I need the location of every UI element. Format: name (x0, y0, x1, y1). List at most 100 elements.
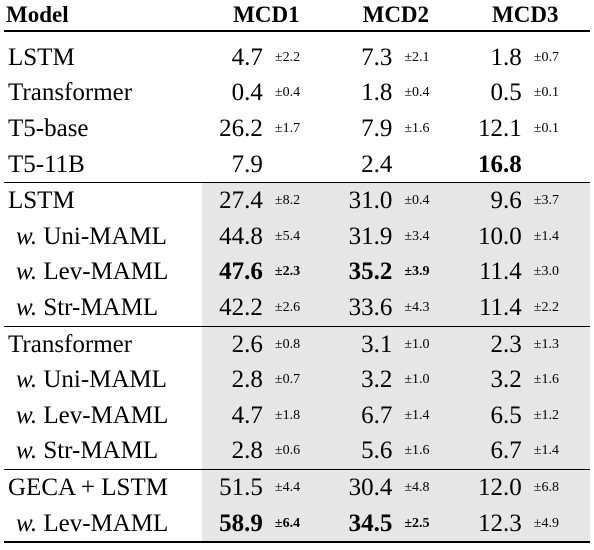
table-row: w. Str-MAML 42.2 ±2.6 33.6 ±4.3 11.4 ±2.2 (4, 290, 590, 327)
mcd3-value: 12.1 (478, 114, 522, 142)
mcd1-value: 7.9 (231, 150, 263, 178)
mcd3-std: ±1.4 (529, 218, 590, 255)
model-name: LSTM (8, 187, 75, 215)
model-cell: GECA + LSTM (4, 469, 202, 506)
table-row: w. Uni-MAML 2.8 ±0.7 3.2 ±1.0 3.2 ±1.6 (4, 362, 590, 398)
mcd3-value: 3.2 (460, 362, 530, 398)
header-mcd2: MCD2 (331, 0, 461, 32)
mcd2-value: 31.0 (331, 182, 401, 219)
mcd2-std: ±3.9 (400, 254, 461, 291)
mcd1-value: 42.2 (201, 290, 271, 327)
mcd2-std (400, 147, 460, 183)
header-mcd1: MCD1 (201, 0, 332, 32)
table-row: w. Str-MAML 2.8 ±0.6 5.6 ±1.6 6.7 ±1.4 (4, 433, 590, 470)
mcd1-value: 4.7 (231, 43, 263, 71)
mcd1-std: ±4.4 (270, 469, 332, 506)
table-row: Transformer 0.4 ±0.4 1.8 ±0.4 0.5 ±0.1 (4, 76, 590, 112)
model-name: T5-11B (8, 150, 85, 178)
mcd2-std: ±0.4 (404, 85, 430, 101)
table-row: T5-11B 7.9 2.4 16.8 (4, 147, 590, 183)
model-cell: w. Lev-MAML (4, 398, 202, 434)
model-prefix: w. (16, 437, 38, 465)
header-mcd3: MCD3 (460, 0, 590, 32)
table-row: Transformer 2.6 ±0.8 3.1 ±1.0 2.3 ±1.3 (4, 325, 590, 363)
table-row: w. Lev-MAML 47.6 ±2.3 35.2 ±3.9 11.4 ±3.0 (4, 254, 590, 291)
mcd2-value: 6.7 (331, 397, 401, 434)
mcd2-std: ±1.0 (400, 362, 461, 398)
table-row: w. Lev-MAML 58.9 ±6.4 34.5 ±2.5 12.3 ±4.9 (4, 505, 590, 544)
mcd3-std: ±4.9 (529, 505, 590, 544)
model-name: Lev-MAML (43, 258, 169, 286)
table-row: w. Uni-MAML 44.8 ±5.4 31.9 ±3.4 10.0 ±1.4 (4, 218, 590, 255)
table-row: GECA + LSTM 51.5 ±4.4 30.4 ±4.8 12.0 ±6.8 (4, 469, 590, 506)
mcd2-std: ±2.1 (404, 49, 430, 65)
mcd1-std: ±1.7 (274, 120, 301, 136)
mcd1-value: 58.9 (201, 505, 271, 544)
model-cell: w. Lev-MAML (4, 255, 202, 291)
mcd1-value: 0.4 (231, 79, 263, 107)
table-row: LSTM 4.7 ±2.2 7.3 ±2.1 1.8 ±0.7 (4, 31, 590, 76)
mcd3-std: ±3.7 (529, 182, 590, 219)
model-prefix: w. (16, 222, 38, 250)
mcd2-value: 3.1 (331, 325, 401, 363)
mcd3-value: 11.4 (460, 290, 530, 327)
mcd1-value: 2.8 (201, 433, 271, 470)
mcd1-std: ±0.7 (270, 362, 332, 398)
mcd3-std: ±1.2 (529, 397, 590, 434)
model-cell: T5-base (4, 111, 202, 147)
model-name: Uni-MAML (43, 366, 167, 394)
mcd3-std: ±6.8 (529, 469, 590, 506)
model-name: Uni-MAML (43, 222, 167, 250)
mcd1-value: 27.4 (201, 182, 271, 219)
mcd2-value: 7.9 (361, 114, 393, 142)
mcd2-std: ±3.4 (400, 218, 461, 255)
mcd2-value: 33.6 (331, 290, 401, 327)
model-cell: w. Uni-MAML (4, 219, 202, 255)
model-prefix: w. (16, 509, 38, 537)
model-cell: w. Uni-MAML (4, 362, 202, 398)
mcd1-value: 47.6 (201, 254, 271, 291)
mcd1-std: ±2.2 (274, 49, 301, 65)
mcd1-std (271, 147, 331, 183)
model-cell: w. Str-MAML (4, 434, 202, 470)
mcd1-std: ±2.6 (270, 290, 332, 327)
mcd3-value: 16.8 (478, 150, 522, 178)
mcd3-value: 6.5 (460, 397, 530, 434)
mcd3-std: ±0.1 (533, 85, 559, 101)
model-cell: LSTM (4, 182, 202, 219)
mcd2-value: 7.3 (361, 43, 393, 71)
mcd3-std: ±0.7 (533, 49, 559, 65)
mcd3-value: 2.3 (460, 325, 530, 363)
mcd1-std: ±2.3 (270, 254, 332, 291)
mcd3-value: 12.3 (460, 505, 530, 544)
model-cell: T5-11B (4, 147, 202, 183)
mcd2-std: ±4.8 (400, 469, 461, 506)
mcd1-value: 2.8 (201, 362, 271, 398)
mcd2-value: 2.4 (361, 150, 393, 178)
mcd2-value: 3.2 (331, 362, 401, 398)
model-name: Transformer (8, 79, 133, 107)
model-prefix: w. (16, 366, 38, 394)
model-name: Transformer (8, 330, 133, 358)
mcd2-std: ±1.0 (400, 325, 461, 363)
table-row: T5-base 26.2 ±1.7 7.9 ±1.6 12.1 ±0.1 (4, 111, 590, 147)
mcd2-std: ±1.6 (404, 120, 430, 136)
model-cell: Transformer (4, 76, 202, 112)
model-name: Lev-MAML (43, 509, 169, 537)
mcd1-std: ±0.8 (270, 325, 332, 363)
mcd3-std (530, 147, 590, 183)
mcd3-value: 6.7 (460, 433, 530, 470)
mcd1-std: ±0.6 (270, 433, 332, 470)
model-name: GECA + LSTM (8, 473, 168, 501)
mcd2-value: 31.9 (331, 218, 401, 255)
table-row: LSTM 27.4 ±8.2 31.0 ±0.4 9.6 ±3.7 (4, 182, 590, 219)
mcd2-std: ±0.4 (400, 182, 461, 219)
model-prefix: w. (16, 293, 38, 321)
mcd2-value: 5.6 (331, 433, 401, 470)
mcd3-value: 9.6 (460, 182, 530, 219)
header-row: Model MCD1 MCD2 MCD3 (4, 0, 590, 32)
mcd2-std: ±1.4 (400, 397, 461, 434)
mcd3-std: ±1.4 (529, 433, 590, 470)
model-name: Str-MAML (43, 293, 159, 321)
table-row: w. Lev-MAML 4.7 ±1.8 6.7 ±1.4 6.5 ±1.2 (4, 397, 590, 434)
